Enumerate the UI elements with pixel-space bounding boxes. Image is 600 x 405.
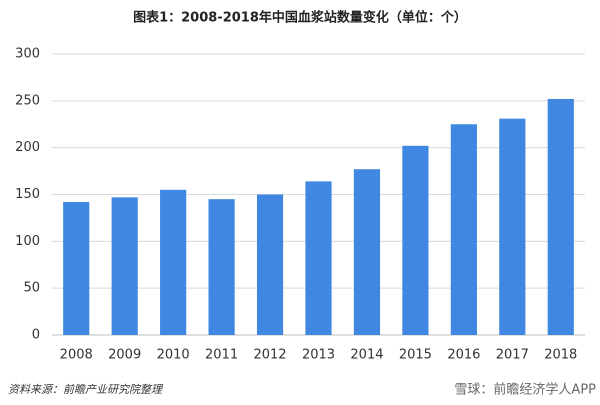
bar <box>160 189 187 335</box>
y-tick-label: 50 <box>23 281 40 296</box>
x-tick-label: 2008 <box>60 348 93 363</box>
y-tick-label: 150 <box>15 187 40 202</box>
watermark: 雪球：前瞻经济学人APP <box>454 382 596 398</box>
y-tick-label: 0 <box>32 328 40 343</box>
x-tick-label: 2011 <box>205 348 238 363</box>
x-tick-label: 2014 <box>350 348 383 363</box>
x-tick-label: 2013 <box>302 348 335 363</box>
bar <box>450 124 477 335</box>
bar <box>256 194 284 335</box>
x-tick-label: 2012 <box>253 348 286 363</box>
bar <box>305 181 332 335</box>
bar <box>208 199 235 335</box>
x-tick-label: 2016 <box>447 348 480 363</box>
x-tick-label: 2015 <box>399 348 432 363</box>
y-tick-label: 200 <box>15 140 40 155</box>
x-tick-label: 2010 <box>157 348 190 363</box>
bar <box>353 169 381 335</box>
y-tick-label: 100 <box>15 234 40 249</box>
y-tick-label: 300 <box>15 47 40 62</box>
bar <box>63 201 90 335</box>
bar <box>111 197 138 335</box>
x-tick-label: 2017 <box>496 348 529 363</box>
bar <box>499 118 526 335</box>
bar <box>402 145 429 335</box>
x-tick-label: 2009 <box>108 348 141 363</box>
bar <box>547 98 574 336</box>
y-tick-label: 250 <box>15 93 40 108</box>
x-tick-label: 2018 <box>544 348 577 363</box>
chart-title: 图表1：2008-2018年中国血浆站数量变化（单位：个） <box>133 10 467 26</box>
source-note: 资料来源：前瞻产业研究院整理 <box>8 383 164 396</box>
